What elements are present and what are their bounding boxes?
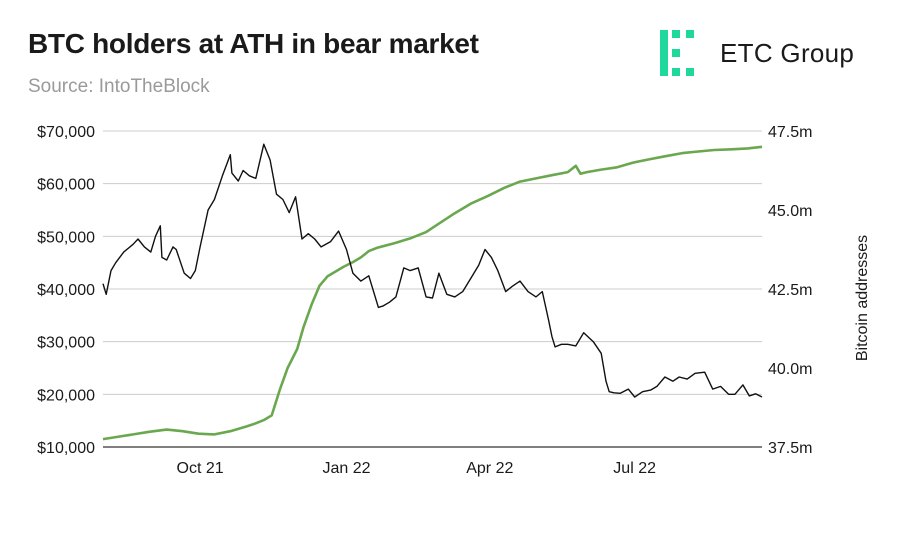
series-line-addresses [102, 145, 763, 441]
series-line-price [102, 143, 763, 398]
brand-name: ETC Group [720, 37, 855, 68]
page-subtitle: Source: IntoTheBlock [28, 76, 210, 97]
right-axis-title: Bitcoin addresses [854, 235, 871, 361]
x-tick-label: Jan 22 [323, 460, 371, 477]
page-title: BTC holders at ATH in bear market [28, 28, 479, 59]
left-tick-label: $50,000 [37, 229, 95, 246]
left-tick-label: $60,000 [37, 177, 95, 194]
x-tick-label: Apr 22 [466, 460, 513, 477]
gridlines [103, 130, 762, 448]
right-tick-label: 40.0m [768, 361, 812, 378]
logo-bar-bottom [672, 68, 680, 76]
logo-bar-right-top [686, 30, 694, 38]
right-axis-ticks: 37.5m 40.0m 42.5m 45.0m 47.5m [768, 124, 812, 457]
logo-bar-right-bottom [686, 68, 694, 76]
logo-bar-mid [672, 49, 680, 57]
left-axis-ticks: $10,000 $20,000 $30,000 $40,000 $50,000 $60,0… [37, 124, 95, 457]
left-tick-label: $30,000 [37, 335, 95, 352]
left-tick-label: $10,000 [37, 440, 95, 457]
x-tick-label: Oct 21 [177, 460, 224, 477]
logo-bar-left [660, 30, 668, 76]
brand: ETC Group [660, 30, 854, 76]
right-tick-label: 47.5m [768, 124, 812, 141]
left-tick-label: $40,000 [37, 282, 95, 299]
x-tick-label: Jul 22 [613, 460, 656, 477]
logo-bar-top [672, 30, 680, 38]
series-lines [102, 143, 763, 441]
x-axis-ticks: Oct 21 Jan 22 Apr 22 Jul 22 [177, 460, 657, 477]
etc-group-logo-icon [660, 30, 694, 76]
left-tick-label: $70,000 [37, 124, 95, 141]
left-tick-label: $20,000 [37, 387, 95, 404]
right-tick-label: 42.5m [768, 282, 812, 299]
right-tick-label: 37.5m [768, 440, 812, 457]
right-tick-label: 45.0m [768, 203, 812, 220]
